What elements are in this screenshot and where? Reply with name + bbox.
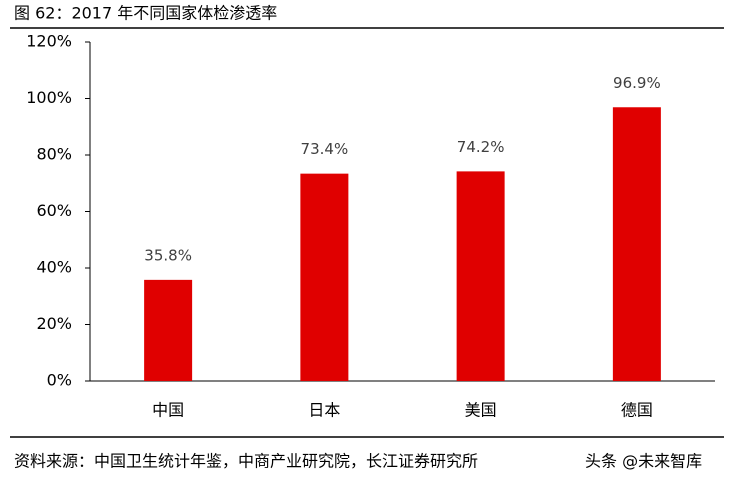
x-tick-label: 德国 [621, 401, 653, 420]
value-label: 96.9% [613, 74, 661, 92]
y-tick-label: 0% [47, 371, 72, 390]
value-label: 73.4% [301, 140, 349, 158]
y-tick-label: 40% [36, 258, 72, 277]
source-note: 资料来源：中国卫生统计年鉴，中商产业研究院，长江证券研究所 [14, 452, 478, 471]
y-tick-label: 20% [36, 314, 72, 333]
value-label: 35.8% [144, 246, 192, 264]
bar [300, 173, 349, 381]
x-tick-label: 美国 [465, 401, 497, 420]
x-tick-label: 日本 [308, 401, 340, 420]
chart-title: 图 62：2017 年不同国家体检渗透率 [14, 4, 277, 23]
y-tick-label: 120% [26, 32, 72, 51]
y-tick-label: 100% [26, 88, 72, 107]
value-label: 74.2% [457, 138, 505, 156]
bar [144, 279, 193, 381]
watermark: 头条 @未来智库 [585, 452, 702, 471]
y-tick-label: 80% [36, 145, 72, 164]
y-tick-label: 60% [36, 201, 72, 220]
bar [456, 171, 505, 381]
x-tick-label: 中国 [152, 401, 184, 420]
bar [612, 107, 661, 381]
